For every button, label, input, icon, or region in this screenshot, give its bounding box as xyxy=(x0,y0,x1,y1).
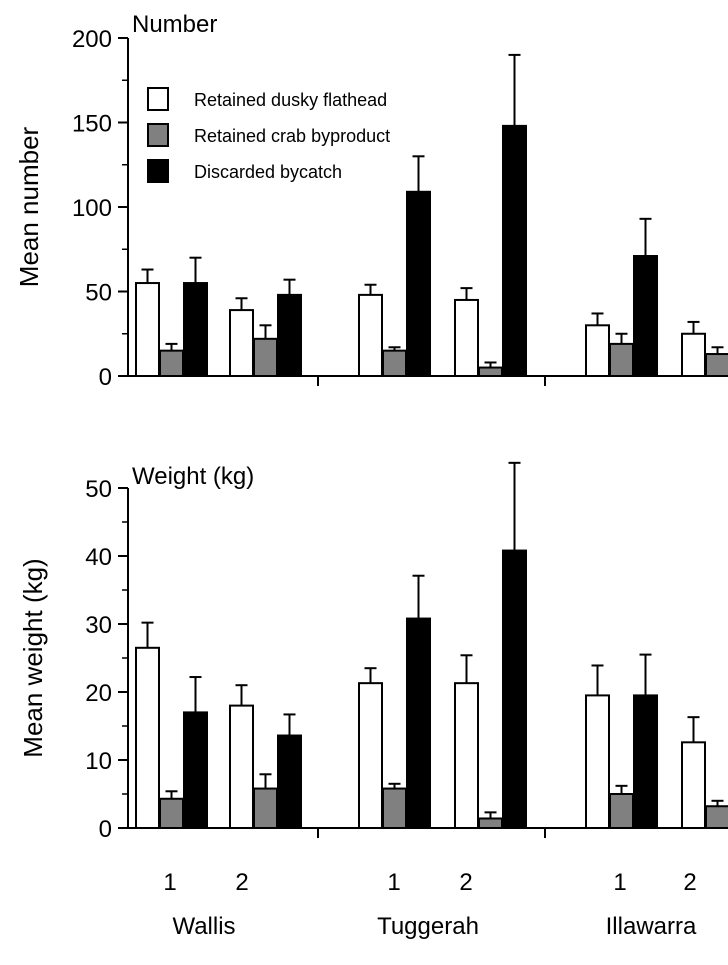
bar xyxy=(585,694,610,830)
y-axis-label: Mean weight (kg) xyxy=(18,558,48,757)
x-group-label: Wallis xyxy=(172,913,235,940)
bar xyxy=(454,298,479,378)
bar xyxy=(229,309,254,377)
bar xyxy=(277,734,302,830)
bar xyxy=(159,349,184,377)
bar xyxy=(681,332,706,377)
y-axis-label: Mean number xyxy=(14,126,44,287)
bar xyxy=(633,255,658,378)
bar xyxy=(609,793,634,829)
y-tick-label: 50 xyxy=(85,280,112,307)
number-panel: 0 50 100 150 200 Number Mean number xyxy=(14,11,728,391)
y-tick-label: 200 xyxy=(72,26,112,53)
panel-title: Weight (kg) xyxy=(132,463,254,490)
weight-panel: 0 10 20 30 40 50 Weight (kg) Mean weight (kg) xyxy=(18,461,728,843)
bar xyxy=(705,353,728,377)
bar xyxy=(478,817,503,829)
y-tick-label: 20 xyxy=(85,680,112,707)
bar xyxy=(229,704,254,829)
bar xyxy=(135,646,160,829)
x-subgroup-label: 1 xyxy=(613,869,626,896)
bar xyxy=(406,617,431,829)
x-subgroup-label: 2 xyxy=(683,869,696,896)
y-tick-label: 0 xyxy=(99,816,112,843)
x-group-label: Illawarra xyxy=(606,913,697,940)
bar xyxy=(159,797,184,830)
bar xyxy=(454,682,479,829)
legend: Retained dusky flathead Retained crab byp… xyxy=(147,87,390,183)
bar xyxy=(382,787,407,829)
panel-title: Number xyxy=(132,11,217,38)
y-tick-label: 10 xyxy=(85,748,112,775)
bar xyxy=(183,282,208,377)
bar xyxy=(358,293,383,378)
legend-swatch xyxy=(147,87,169,111)
bar xyxy=(478,366,503,377)
x-subgroup-label: 2 xyxy=(459,869,472,896)
y-tick-label: 0 xyxy=(99,364,112,391)
y-tick-label: 50 xyxy=(85,476,112,503)
bar xyxy=(681,741,706,830)
bar xyxy=(585,324,610,377)
legend-label: Retained crab byproduct xyxy=(194,126,390,146)
bar xyxy=(406,190,431,377)
bar xyxy=(633,694,658,830)
y-tick-label: 100 xyxy=(72,195,112,222)
bar xyxy=(705,805,728,829)
bar xyxy=(358,682,383,829)
bar xyxy=(502,549,527,829)
x-subgroup-label: 1 xyxy=(163,869,176,896)
y-tick-label: 150 xyxy=(72,111,112,138)
legend-swatch xyxy=(147,123,169,147)
bar xyxy=(253,337,278,378)
y-tick-label: 40 xyxy=(85,544,112,571)
bar xyxy=(502,124,527,377)
bar xyxy=(135,282,160,377)
x-group-label: Tuggerah xyxy=(377,913,479,940)
bar xyxy=(609,342,634,378)
bar xyxy=(382,349,407,377)
bar xyxy=(253,787,278,829)
legend-swatch xyxy=(147,159,169,183)
bar xyxy=(277,293,302,378)
legend-label: Retained dusky flathead xyxy=(194,90,387,110)
legend-label: Discarded bycatch xyxy=(194,162,342,182)
bar xyxy=(183,711,208,830)
y-tick-label: 30 xyxy=(85,612,112,639)
x-subgroup-label: 2 xyxy=(235,869,248,896)
x-subgroup-label: 1 xyxy=(387,869,400,896)
